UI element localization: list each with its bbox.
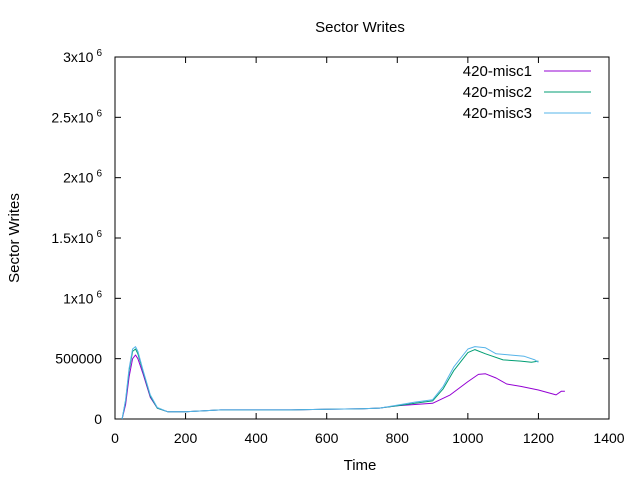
y-tick-label-exponent: 6 [96,289,102,300]
x-tick-label: 600 [315,430,339,446]
y-tick-label: 1.5x10 6 [51,229,102,246]
y-tick-label: 3x10 6 [63,48,102,65]
x-axis-ticks: 0 200 400 600 800 1000 1200 1400 [111,57,625,446]
y-axis-label: Sector Writes [6,193,23,283]
x-tick-label: 1200 [523,430,554,446]
y-tick-label: 2.5x10 6 [51,108,102,125]
series-line-420-misc3 [121,346,539,420]
x-axis-label: Time [344,457,377,474]
plot-frame [114,56,610,420]
y-tick-label-base: 0 [94,411,102,427]
y-tick-label-base: 1x10 [63,290,94,306]
x-tick-label: 800 [386,430,410,446]
legend-label-420-misc3: 420-misc3 [463,105,532,122]
x-tick-label: 0 [111,430,119,446]
chart-title: Sector Writes [315,19,405,36]
y-tick-label: 500000 [55,351,102,367]
series-lines [121,346,565,420]
legend-label-420-misc1: 420-misc1 [463,63,532,80]
y-tick-label-exponent: 6 [96,48,102,59]
y-tick-label-base: 2x10 [63,170,94,186]
x-tick-label: 1400 [593,430,624,446]
y-tick-label: 0 [94,411,102,427]
y-tick-label-base: 1.5x10 [51,230,93,246]
x-tick-label: 400 [244,430,268,446]
y-tick-label-exponent: 6 [96,229,102,240]
y-tick-label: 2x10 6 [63,169,102,186]
legend: 420-misc1 420-misc2 420-misc3 [463,63,591,122]
y-tick-label-exponent: 6 [96,169,102,180]
x-tick-label: 200 [174,430,198,446]
y-tick-label-base: 500000 [55,351,102,367]
series-line-420-misc2 [121,348,539,420]
y-tick-label-exponent: 6 [96,108,102,119]
y-tick-label-base: 2.5x10 [51,109,93,125]
y-tick-label: 1x10 6 [63,289,102,306]
y-tick-label-base: 3x10 [63,49,94,65]
x-tick-label: 1000 [452,430,483,446]
legend-label-420-misc2: 420-misc2 [463,84,532,101]
